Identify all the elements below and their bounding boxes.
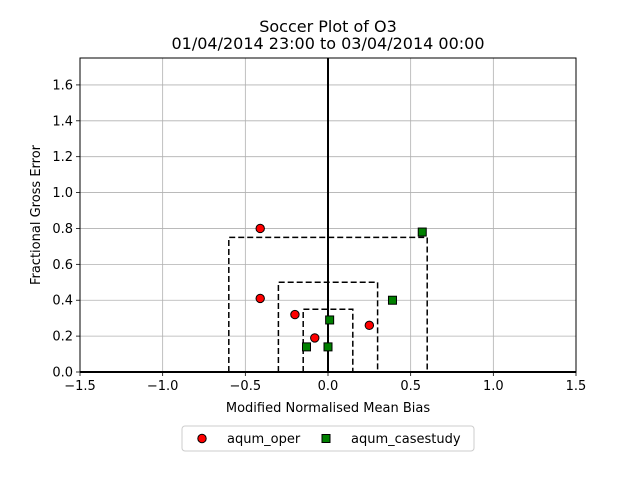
y-tick-label-5: 1.0 — [52, 186, 73, 201]
point-aqum-casestudy-0 — [417, 227, 427, 237]
point-aqum-casestudy-3 — [302, 342, 312, 352]
y-tick-label-7: 1.4 — [52, 114, 73, 129]
x-tick-label-1: −1.0 — [147, 379, 179, 394]
x-tick-label-2: −0.5 — [230, 379, 262, 394]
legend: aqum_oper aqum_casestudy — [181, 425, 475, 452]
y-tick-label-0: 0.0 — [52, 366, 73, 381]
point-aqum-casestudy-2 — [325, 315, 335, 325]
x-tick-label-6: 1.5 — [566, 379, 587, 394]
y-tick-label-8: 1.6 — [52, 78, 73, 93]
point-aqum-casestudy-1 — [387, 295, 397, 305]
y-tick-label-3: 0.6 — [52, 258, 73, 273]
target-box-0 — [302, 308, 354, 372]
y-axis-ticks: 0.0 0.2 0.4 0.6 0.8 1.0 1.2 1.4 1.6 — [52, 78, 80, 381]
x-axis-ticks: −1.5 −1.0 −0.5 0.0 0.5 1.0 1.5 — [64, 372, 586, 394]
point-aqum-casestudy-4 — [323, 342, 333, 352]
x-axis-label: Modified Normalised Mean Bias — [226, 401, 430, 416]
x-tick-label-4: 0.5 — [400, 379, 421, 394]
chart-title: Soccer Plot of O3 — [259, 17, 397, 36]
legend-label-aqum-oper: aqum_oper — [227, 432, 301, 447]
y-tick-label-4: 0.8 — [52, 222, 73, 237]
target-box-2 — [228, 236, 428, 372]
x-tick-label-0: −1.5 — [64, 379, 96, 394]
chart-subtitle: 01/04/2014 23:00 to 03/04/2014 00:00 — [171, 34, 484, 53]
point-aqum-oper-4 — [364, 320, 375, 331]
point-aqum-oper-3 — [310, 333, 320, 343]
x-tick-label-3: 0.0 — [318, 379, 339, 394]
y-tick-label-2: 0.4 — [52, 294, 73, 309]
legend-marker-aqum-oper — [197, 433, 207, 444]
point-aqum-oper-1 — [255, 293, 265, 304]
x-tick-label-5: 1.0 — [483, 379, 504, 394]
legend-marker-aqum-casestudy — [321, 434, 331, 443]
point-aqum-oper-0 — [255, 223, 265, 234]
y-axis-label: Fractional Gross Error — [29, 144, 44, 285]
y-tick-label-6: 1.2 — [52, 150, 73, 165]
legend-label-aqum-casestudy: aqum_casestudy — [351, 432, 461, 447]
data-points — [255, 223, 427, 352]
point-aqum-oper-2 — [290, 309, 300, 320]
y-tick-label-1: 0.2 — [52, 330, 73, 345]
